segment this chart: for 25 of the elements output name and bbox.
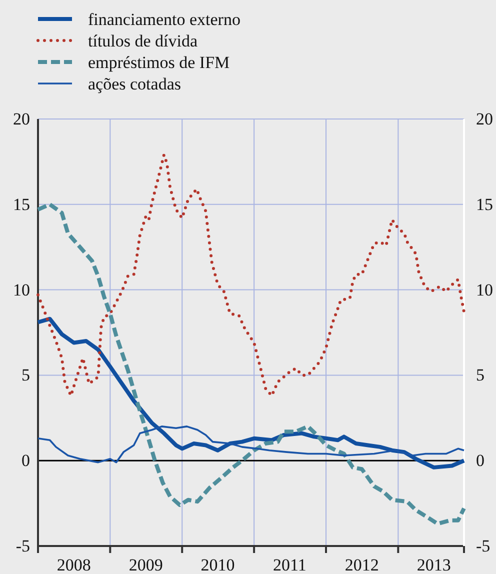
x-tick-label: 2013	[416, 555, 451, 574]
x-tick-label: 2011	[273, 555, 306, 574]
legend-label: empréstimos de IFM	[88, 52, 230, 72]
line-series	[36, 202, 466, 526]
x-tick-label: 2008	[56, 555, 91, 574]
y2-tick-label: 10	[476, 280, 493, 300]
y2-tick-label: 20	[476, 109, 493, 128]
y-tick-label: 0	[22, 451, 30, 470]
legend-label: ações cotadas	[88, 74, 181, 94]
y2-tick-label: -5	[476, 536, 490, 556]
x-tick-label: 2012	[344, 555, 379, 574]
legend-label: financiamento externo	[88, 10, 240, 29]
y2-tick-label: 15	[476, 194, 493, 214]
y-tick-label: 20	[13, 109, 30, 128]
y-tick-label: -5	[16, 536, 30, 556]
y-tick-label: 5	[22, 366, 30, 385]
y-tick-label: 15	[13, 194, 30, 214]
y-tick-label: 10	[13, 280, 30, 300]
y2-tick-label: 0	[476, 451, 484, 470]
legend-label: títulos de dívida	[88, 31, 198, 50]
x-tick-label: 2009	[128, 555, 163, 574]
line-series	[36, 316, 466, 470]
line-series	[36, 153, 466, 398]
x-tick-label: 2010	[200, 555, 235, 574]
y2-tick-label: 5	[476, 366, 484, 385]
